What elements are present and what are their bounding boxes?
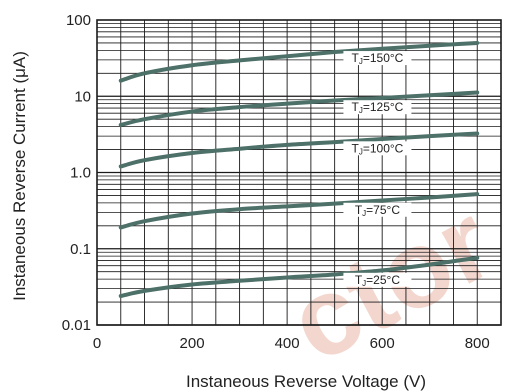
series-label-2: TJ=100°C bbox=[352, 141, 404, 156]
series-label-bg-4 bbox=[343, 272, 412, 287]
x-tick-label: 200 bbox=[180, 335, 205, 352]
plot-frame bbox=[96, 19, 502, 326]
y-tick-label: 0.1 bbox=[70, 241, 91, 258]
x-tick-label: 0 bbox=[93, 335, 101, 352]
series-curve-4 bbox=[118, 255, 480, 299]
x-tick-labels: 0 200 400 600 800 bbox=[93, 335, 490, 352]
series-label-4: TJ=25°C bbox=[355, 273, 400, 288]
series-label-bg-1 bbox=[343, 100, 412, 115]
series-label-bg-0 bbox=[343, 51, 412, 66]
series-curve-0 bbox=[118, 40, 480, 83]
series-label-0: TJ=150°C bbox=[352, 51, 404, 66]
y-tick-label: 100 bbox=[66, 12, 91, 29]
grid bbox=[97, 20, 501, 326]
series-curve-1 bbox=[118, 90, 480, 127]
series-label-bg-3 bbox=[343, 202, 412, 217]
series-label-3: TJ=75°C bbox=[355, 203, 400, 218]
x-tick-label: 600 bbox=[370, 335, 395, 352]
series-curve-2 bbox=[118, 131, 480, 169]
x-axis-label: Instaneous Reverse Voltage (V) bbox=[186, 372, 426, 391]
y-tick-label: 0.01 bbox=[62, 317, 91, 334]
curve-labels: TJ=150°C TJ=125°C TJ=100°C TJ=75°C TJ=25°C bbox=[343, 51, 412, 288]
series-curve-3 bbox=[118, 192, 480, 230]
y-tick-labels: 0.01 0.1 1.0 10 100 bbox=[62, 12, 91, 334]
series-label-1: TJ=125°C bbox=[352, 100, 404, 115]
x-tick-label: 400 bbox=[275, 335, 300, 352]
x-tick-label: 800 bbox=[465, 335, 490, 352]
y-tick-label: 1.0 bbox=[70, 165, 91, 182]
y-tick-label: 10 bbox=[74, 88, 91, 105]
y-axis-label: Instaneous Reverse Current (μA) bbox=[10, 51, 29, 301]
curves bbox=[118, 40, 480, 299]
series-label-bg-2 bbox=[343, 141, 412, 156]
